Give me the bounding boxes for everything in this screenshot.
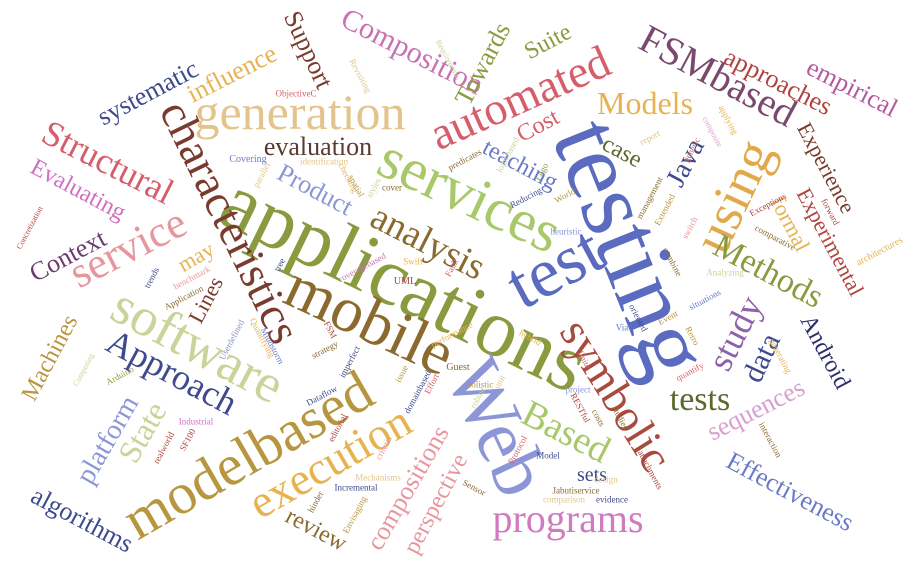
- word-cloud-word: Models: [597, 85, 693, 121]
- word-cloud-word: Arduino: [104, 364, 136, 388]
- word-cloud-word: Machines: [16, 310, 84, 406]
- word-cloud-word: Android: [794, 310, 856, 394]
- word-cloud-word: Jabutiservice: [552, 485, 600, 496]
- word-cloud-word: Computing: [71, 351, 96, 388]
- word-cloud-word: Covering: [229, 154, 267, 165]
- word-cloud-word: Support: [277, 6, 339, 94]
- word-cloud-word: Via: [615, 322, 629, 333]
- word-cloud-word: Effectiveness: [721, 445, 859, 538]
- word-cloud-word: Envisaging: [340, 494, 369, 535]
- word-cloud-word: Incremental: [334, 482, 378, 493]
- word-cloud-word: ObjectiveC: [275, 88, 317, 99]
- word-cloud-word: trends: [141, 265, 162, 290]
- word-cloud-word: sets: [577, 464, 607, 486]
- word-cloud-word: tests: [669, 381, 731, 418]
- word-cloud-word: Mechanisms: [355, 472, 401, 483]
- word-cloud-word: strategy: [309, 338, 340, 361]
- word-cloud-word: holistic: [466, 379, 494, 390]
- word-cloud-word: architectures: [854, 234, 905, 269]
- word-cloud-word: cover: [382, 182, 402, 193]
- word-cloud-word: Industrial: [178, 416, 214, 427]
- word-cloud-word: heuristic: [550, 226, 582, 237]
- word-cloud-word: project: [565, 384, 591, 395]
- word-cloud-word: UML: [393, 276, 417, 287]
- word-cloud-word: Guest: [446, 362, 470, 373]
- word-cloud-word: programs: [492, 496, 644, 541]
- word-cloud-word: Analyzing: [706, 267, 744, 278]
- word-cloud-word: evaluation: [263, 132, 373, 161]
- word-cloud-word: interaction: [756, 420, 784, 460]
- word-cloud-word: evidence: [596, 494, 628, 505]
- word-cloud-word: comparison: [543, 494, 585, 505]
- word-cloud-word: Concretization: [14, 204, 45, 251]
- word-cloud-word: design: [594, 474, 618, 485]
- word-cloud-word: Swift: [403, 256, 423, 267]
- word-cloud-word: Java: [660, 133, 711, 193]
- word-cloud-word: generation: [194, 84, 406, 140]
- word-cloud-word: Model: [536, 450, 560, 461]
- word-cloud-word: identification: [300, 156, 348, 167]
